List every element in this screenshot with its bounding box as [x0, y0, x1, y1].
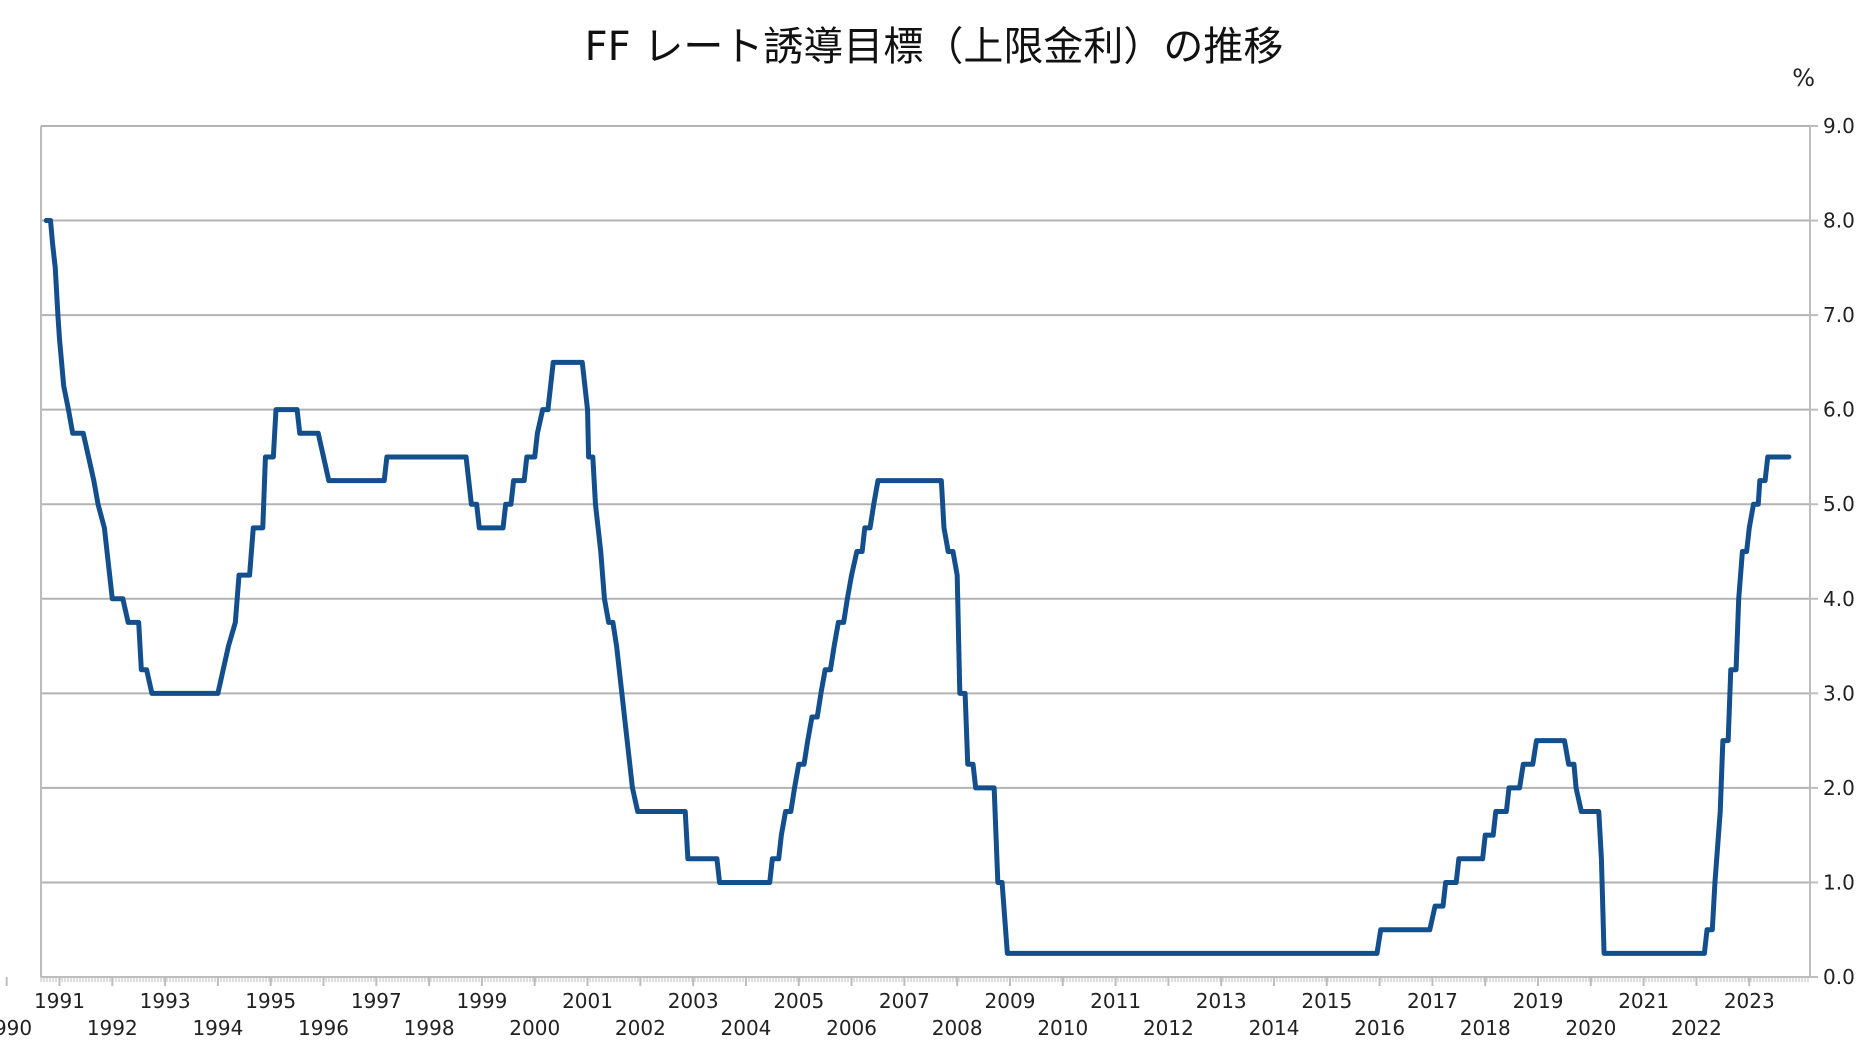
- x-axis-year-label: 1999: [456, 989, 507, 1013]
- x-axis-year-label: 2008: [932, 1016, 983, 1040]
- x-axis-year-label: 2015: [1301, 989, 1352, 1013]
- series-layer: [43, 218, 1792, 956]
- x-axis-year-label: 2004: [721, 1016, 772, 1040]
- x-axis-labels: 1990199119921993199419951996199719981999…: [0, 989, 1775, 1040]
- x-axis-year-label: 2019: [1513, 989, 1564, 1013]
- y-axis-tick-label: 5.0: [1823, 492, 1855, 516]
- x-axis-year-label: 2023: [1724, 989, 1775, 1013]
- x-axis-year-label: 1992: [87, 1016, 138, 1040]
- y-axis-tick-label: 8.0: [1823, 209, 1855, 233]
- y-axis-tick-label: 1.0: [1823, 870, 1855, 894]
- x-axis-year-label: 1997: [351, 989, 402, 1013]
- x-axis-year-label: 2018: [1460, 1016, 1511, 1040]
- chart-title: FF レート誘導目標（上限金利）の推移: [585, 24, 1284, 70]
- x-axis-year-label: 1998: [404, 1016, 455, 1040]
- x-axis-year-label: 2009: [985, 989, 1036, 1013]
- x-axis-year-label: 2021: [1618, 989, 1669, 1013]
- y-axis-tick-label: 6.0: [1823, 398, 1855, 422]
- x-axis-year-label: 2000: [509, 1016, 560, 1040]
- y-axis-tick-label: 7.0: [1823, 303, 1855, 327]
- x-axis-year-label: 2010: [1037, 1016, 1088, 1040]
- axis-lines: [40, 125, 1818, 978]
- x-axis-year-label: 1995: [245, 989, 296, 1013]
- y-axis-labels: 0.0 1.0 2.0 3.0 4.0 5.0 6.0 7.0 8.0 9.0: [1823, 114, 1855, 989]
- grid-lines: [41, 125, 1810, 978]
- x-axis-year-label: 2014: [1249, 1016, 1300, 1040]
- x-axis-year-label: 2012: [1143, 1016, 1194, 1040]
- y-axis-tick-label: 3.0: [1823, 681, 1855, 705]
- y-axis-tick-label: 4.0: [1823, 587, 1855, 611]
- y-axis-tick-label: 2.0: [1823, 776, 1855, 800]
- x-axis-year-label: 1993: [140, 989, 191, 1013]
- x-axis-year-label: 2016: [1354, 1016, 1405, 1040]
- y-axis-tick-label: 0.0: [1823, 965, 1855, 989]
- x-axis-year-label: 2011: [1090, 989, 1141, 1013]
- y-axis-tick-label: 9.0: [1823, 114, 1855, 138]
- x-axis-year-label: 1994: [192, 1016, 243, 1040]
- x-minor-ticks: [5, 977, 1809, 986]
- x-axis-year-label: 1996: [298, 1016, 349, 1040]
- x-axis-year-label: 2006: [826, 1016, 877, 1040]
- x-axis-year-label: 2002: [615, 1016, 666, 1040]
- x-axis-year-label: 2005: [773, 989, 824, 1013]
- x-axis-year-label: 2013: [1196, 989, 1247, 1013]
- x-axis-year-label: 2001: [562, 989, 613, 1013]
- x-axis-year-label: 2020: [1565, 1016, 1616, 1040]
- x-axis-year-label: 2022: [1671, 1016, 1722, 1040]
- x-axis-year-label: 2007: [879, 989, 930, 1013]
- x-axis-year-label: 1991: [34, 989, 85, 1013]
- x-axis-year-label: 2017: [1407, 989, 1458, 1013]
- ff-rate-series-line: [43, 218, 1792, 956]
- x-axis-year-label: 1990: [0, 1016, 32, 1040]
- x-axis-year-label: 2003: [668, 989, 719, 1013]
- y-axis-unit-label: %: [1792, 64, 1815, 92]
